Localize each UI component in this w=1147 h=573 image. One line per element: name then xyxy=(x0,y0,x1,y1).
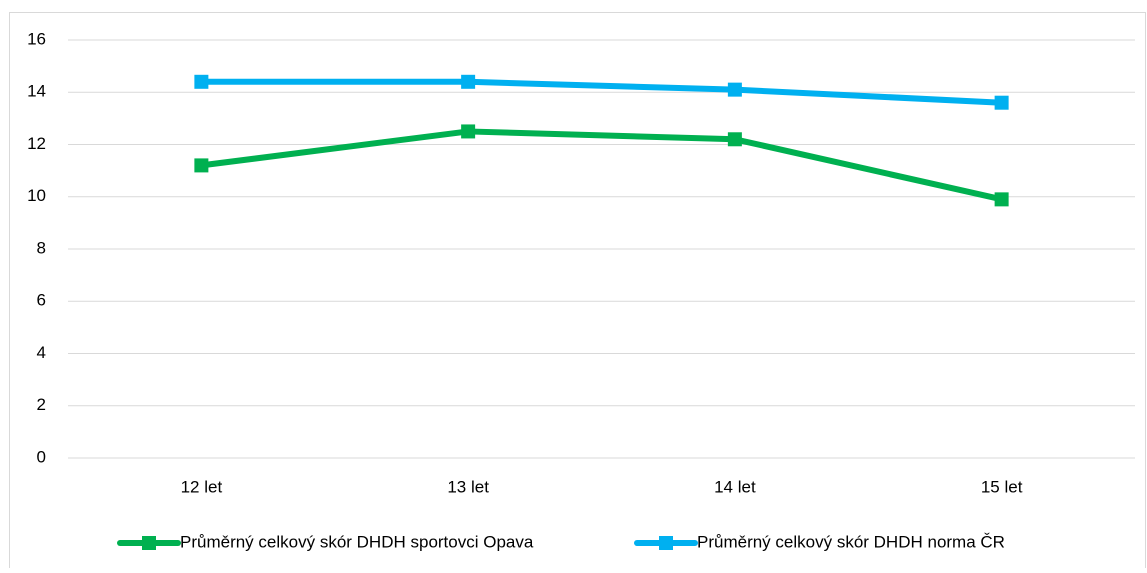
y-tick-label: 16 xyxy=(27,29,46,48)
marker xyxy=(727,132,742,147)
series-line xyxy=(200,128,1003,203)
legend-label: Průměrný celkový skór DHDH sportovci Opa… xyxy=(180,532,534,551)
x-tick-label: 13 let xyxy=(447,477,489,496)
marker xyxy=(461,124,476,139)
x-tick-label: 12 let xyxy=(181,477,223,496)
marker xyxy=(994,95,1009,110)
y-tick-label: 14 xyxy=(27,82,46,101)
legend-label: Průměrný celkový skór DHDH norma ČR xyxy=(697,532,1005,551)
marker xyxy=(194,158,209,173)
series-line xyxy=(201,78,1002,106)
marker xyxy=(194,74,209,89)
marker xyxy=(461,74,476,89)
chart-frame xyxy=(9,12,1146,573)
y-tick-label: 4 xyxy=(37,343,46,362)
legend-marker xyxy=(659,536,673,550)
legend-marker xyxy=(142,536,156,550)
y-tick-label: 12 xyxy=(27,134,46,153)
y-tick-label: 6 xyxy=(37,291,46,310)
y-tick-label: 0 xyxy=(37,447,46,466)
y-tick-label: 2 xyxy=(37,395,46,414)
x-tick-label: 14 let xyxy=(714,477,756,496)
marker xyxy=(727,82,742,97)
y-tick-label: 10 xyxy=(27,186,46,205)
y-tick-label: 8 xyxy=(37,238,46,257)
x-tick-label: 15 let xyxy=(981,477,1023,496)
marker xyxy=(994,192,1009,207)
